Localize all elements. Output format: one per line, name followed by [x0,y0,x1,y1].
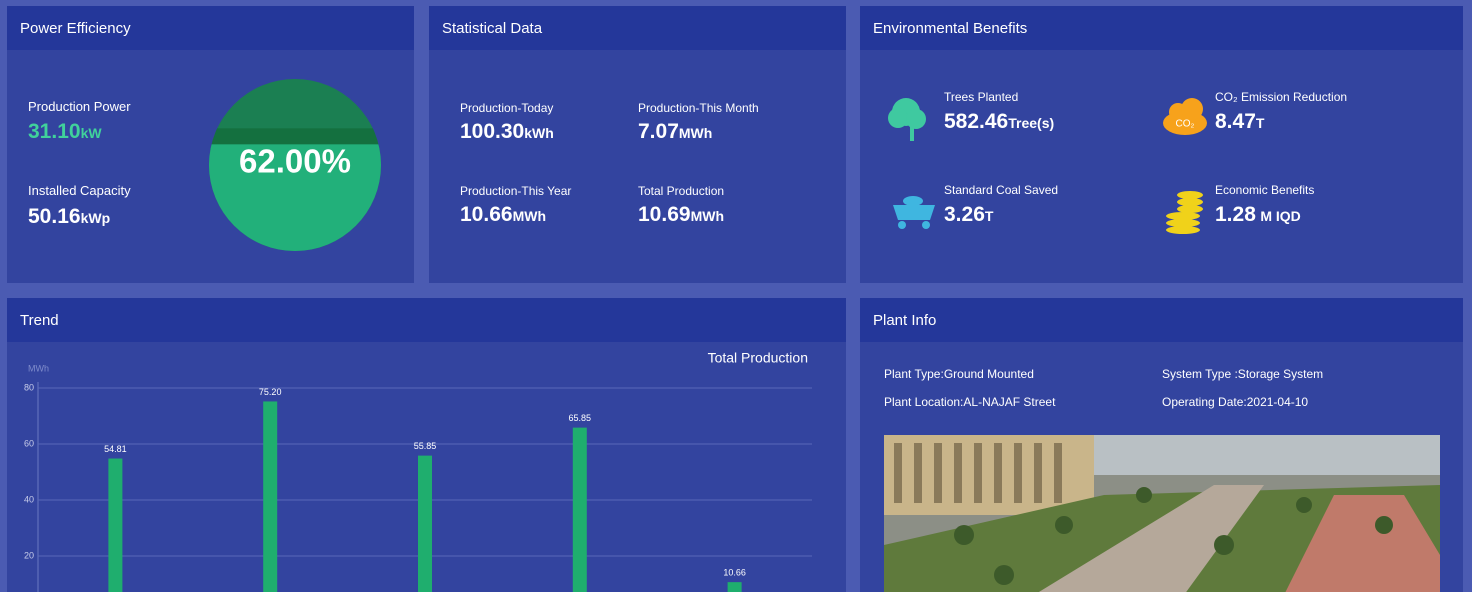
coal-icon [893,196,935,229]
trend-panel: Trend Total Production MWh 20 40 60 80 54.81… [7,298,846,592]
bar [108,459,122,592]
panel-title: Trend [20,312,59,329]
operating-date: Operating Date:2021-04-10 [1162,395,1308,409]
label: Economic Benefits [1215,183,1314,197]
value-label: 75.20 [259,387,282,397]
number: 10.69 [638,203,691,226]
unit: MWh [679,125,712,141]
chart-title: Total Production [708,350,808,366]
panel-header: Plant Info [860,298,1463,342]
icon-text: CO₂ [1176,119,1195,130]
number: 582.46 [944,110,1008,133]
tree-icon [888,98,926,141]
plant-photo [884,435,1440,592]
number: 100.30 [460,120,524,143]
value-label: 65.85 [569,413,592,423]
power-panel: Power Efficiency Production Power 31.10k… [7,6,414,283]
number: 7.07 [638,120,679,143]
statistical-panel: Statistical Data Production-Today 100.30… [429,6,846,283]
value: 100.30kWh [460,120,554,144]
system-type: System Type :Storage System [1162,367,1323,381]
number: 10.66 [460,203,513,226]
number: 8.47 [1215,110,1256,133]
panel-header: Trend [7,298,846,342]
value-label: 55.85 [414,441,437,451]
y-tick-label: 20 [24,550,34,560]
label: Trees Planted [944,90,1018,104]
value: 3.26T [944,203,993,227]
panel-header: Statistical Data [429,6,846,50]
value: 10.66MWh [460,203,546,227]
y-axis-label: MWh [28,363,49,373]
value: 8.47T [1215,110,1264,134]
value: 10.69MWh [638,203,724,227]
bar [263,401,277,592]
icons: CO₂ [860,6,1463,283]
label: CO₂ Emission Reduction [1215,90,1347,104]
value: 1.28 M IQD [1215,203,1301,227]
co2-icon: CO₂ [1163,98,1207,135]
value: 582.46Tree(s) [944,110,1054,134]
plant-location: Plant Location:AL-NAJAF Street [884,395,1055,409]
y-tick-label: 80 [24,382,34,392]
value-label: 10.66 [723,568,746,578]
label: Standard Coal Saved [944,183,1058,197]
page: { "power_efficiency": { "title": "Power … [0,0,1472,592]
number: 3.26 [944,203,985,226]
label: Production-This Year [460,184,571,198]
panel-title: Plant Info [873,312,936,329]
unit: MWh [513,208,546,224]
panel-title: Statistical Data [442,20,542,37]
gauge: 62.00% [7,6,414,283]
y-tick-label: 60 [24,438,34,448]
label: Total Production [638,184,724,198]
value-label: 54.81 [104,444,127,454]
label: Production-Today [460,101,553,115]
coins-icon [1166,191,1203,234]
unit: T [985,208,994,224]
bar [728,582,742,592]
unit: Tree(s) [1008,115,1054,131]
plant-panel: Plant Info Plant Type:Ground Mounted Sys… [860,298,1463,592]
unit: kWh [524,125,554,141]
gauge-label: 62.00% [239,143,351,180]
unit: MWh [691,208,724,224]
chart: Total Production MWh 20 40 60 80 54.81 75.20 5… [7,342,846,592]
unit: T [1256,115,1265,131]
number: 1.28 [1215,203,1256,226]
plant-type: Plant Type:Ground Mounted [884,367,1034,381]
value: 7.07MWh [638,120,712,144]
label: Production-This Month [638,101,759,115]
bar [418,456,432,592]
y-tick-label: 40 [24,494,34,504]
dashboard: Power Efficiency Production Power 31.10k… [0,0,1472,592]
unit: M IQD [1260,208,1300,224]
bar [573,428,587,592]
environment-panel: Environmental Benefits CO₂ Trees Planted… [860,6,1463,283]
